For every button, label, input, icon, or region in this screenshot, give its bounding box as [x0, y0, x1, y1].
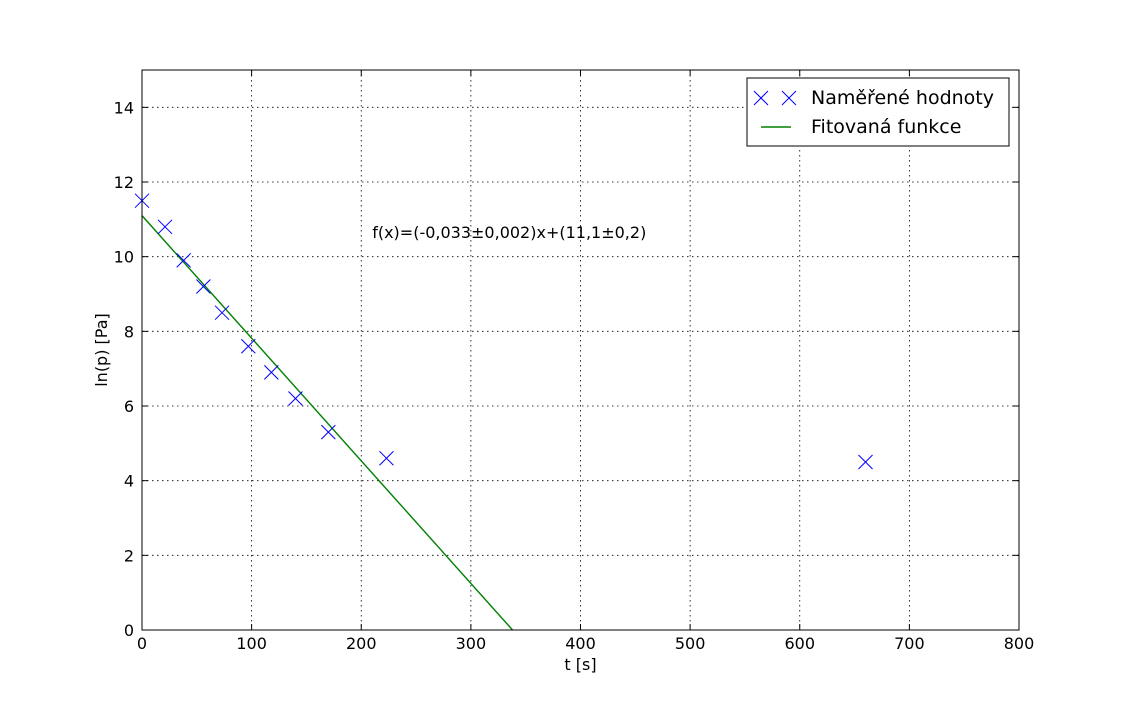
x-tick-label: 400	[565, 634, 596, 653]
y-tick-label: 10	[114, 248, 134, 267]
marker-stroke	[157, 219, 173, 235]
y-tick-label: 4	[124, 472, 134, 491]
x-axis-label: t [s]	[564, 655, 596, 674]
y-tick-label: 2	[124, 546, 134, 565]
marker-stroke	[858, 454, 873, 470]
x-tick-label: 800	[1004, 634, 1035, 653]
data-point-marker	[196, 279, 211, 294]
x-tick-label: 300	[456, 634, 487, 653]
ticks-layer: 0 100 200 300 400 500 600 700 800 0 2 4 6 8 10 12 14	[114, 70, 1035, 653]
marker-stroke	[214, 305, 230, 321]
data-point-marker	[321, 424, 336, 440]
legend-marker-measured	[753, 90, 797, 106]
legend-box	[746, 77, 1010, 147]
data-point-marker	[379, 450, 394, 466]
marker-stroke	[321, 424, 336, 440]
marker-stroke	[196, 279, 211, 294]
y-tick-label: 6	[124, 397, 134, 416]
series-layer	[134, 193, 873, 631]
y-tick-label: 8	[124, 322, 134, 341]
marker-stroke	[240, 338, 256, 354]
x-tick-label: 500	[675, 634, 706, 653]
x-tick-label: 200	[346, 634, 377, 653]
x-tick-label: 0	[137, 634, 147, 653]
marker-stroke	[264, 365, 279, 380]
data-point-marker	[264, 365, 279, 380]
y-tick-label: 12	[114, 173, 134, 192]
fit-equation-annotation: f(x)=(-0,033±0,002)x+(11,1±0,2)	[372, 223, 646, 242]
x-tick-label: 600	[784, 634, 815, 653]
marker-stroke	[176, 253, 192, 268]
data-point-marker	[176, 253, 192, 268]
data-point-marker	[214, 305, 230, 321]
y-tick-label: 14	[114, 98, 134, 117]
legend-x-stroke	[753, 90, 769, 106]
fit-line	[141, 215, 514, 631]
y-axis-label: ln(p) [Pa]	[92, 313, 111, 387]
grid-layer	[142, 70, 1019, 630]
legend-x-stroke	[781, 90, 797, 106]
y-tick-label: 0	[124, 621, 134, 640]
marker-stroke	[288, 391, 303, 406]
data-point-marker	[858, 454, 873, 470]
legend-label-fit: Fitovaná funkce	[811, 116, 961, 138]
data-point-marker	[288, 391, 303, 406]
x-tick-label: 100	[236, 634, 267, 653]
data-point-marker	[157, 219, 173, 235]
legend: Naměřené hodnoty Fitovaná funkce	[746, 77, 1010, 147]
legend-label-measured: Naměřené hodnoty	[811, 87, 994, 109]
marker-stroke	[379, 450, 394, 466]
x-tick-label: 700	[894, 634, 925, 653]
data-point-marker	[240, 338, 256, 354]
